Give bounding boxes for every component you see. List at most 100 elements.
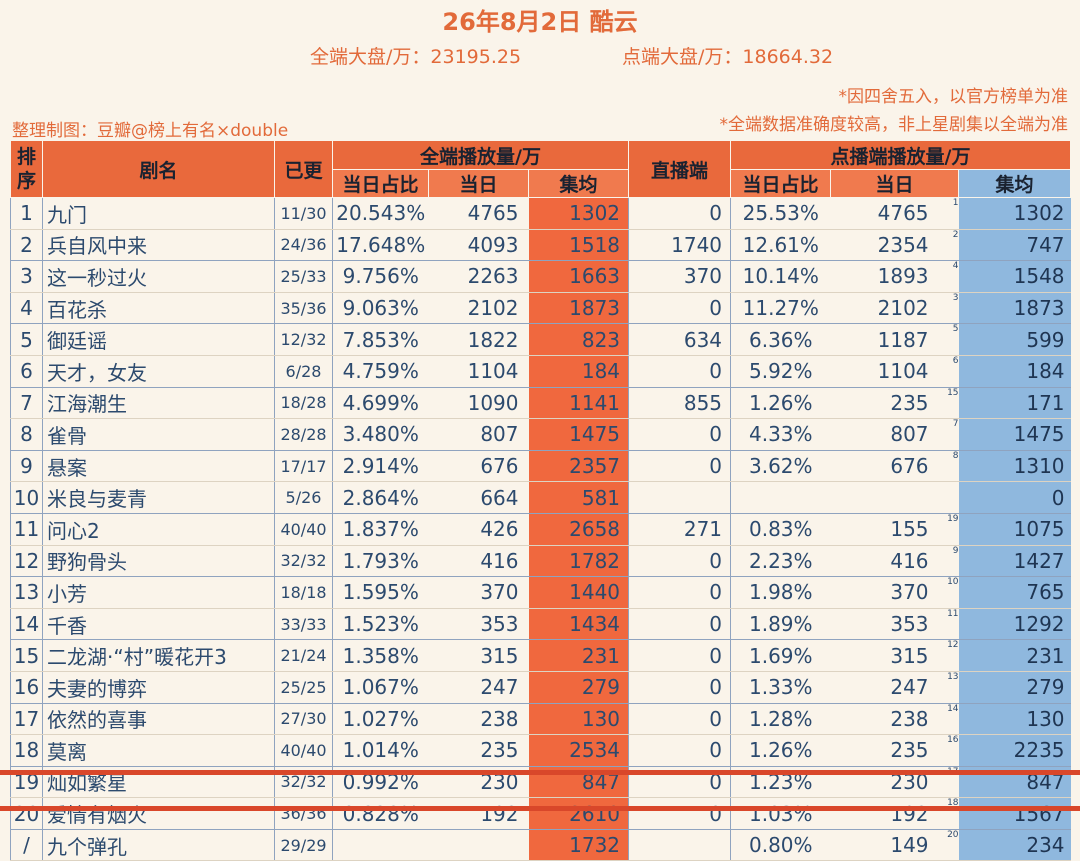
table-row: 11 问心2 40/40 1.837% 426 2658 271 0.83% 155 19 1075	[10, 513, 1071, 546]
drama-name: 野狗骨头	[42, 545, 275, 578]
rank-cell: 16	[10, 671, 43, 704]
rank-cell: 4	[10, 292, 43, 325]
table-row: 16 夫妻的博弈 25/25 1.067% 247 279 0 1.33% 247 13 279	[10, 671, 1071, 704]
rank-cell: 14	[10, 608, 43, 641]
vod-daily-value: 416	[890, 548, 929, 573]
vod-daily-value: 676	[890, 454, 929, 479]
episode-average: 184	[528, 355, 629, 388]
rank-cell: 10	[10, 481, 43, 514]
updated-episodes: 25/33	[274, 260, 333, 293]
vod-daily-value: 155	[890, 517, 929, 542]
vod-episode-average: 184	[958, 355, 1071, 388]
col-ep-avg: 集均	[527, 169, 630, 198]
rank-cell: /	[10, 829, 43, 861]
updated-episodes: 40/40	[274, 513, 333, 546]
daily-share: 20.543%	[332, 197, 429, 230]
vod-daily-views: 676 8	[830, 450, 959, 483]
rounding-note: *因四舍五入，以官方榜单为准	[838, 87, 1069, 107]
vod-daily-value: 1893	[877, 264, 929, 289]
vod-daily-views: 315 12	[830, 639, 959, 672]
vod-daily-views: 155 19	[830, 513, 959, 546]
table-row: 17 依然的喜事 27/30 1.027% 238 130 0 1.28% 238 14 130	[10, 703, 1071, 736]
live-views: 0	[628, 639, 731, 672]
vod-daily-share: 1.69%	[730, 639, 831, 672]
col-name: 剧名	[42, 140, 275, 198]
table-row: 13 小芳 18/18 1.595% 370 1440 0 1.98% 370 10 765	[10, 576, 1071, 609]
vod-rank-marker: 5	[952, 324, 959, 335]
daily-views: 1822	[428, 323, 529, 356]
vod-daily-value: 235	[890, 738, 929, 763]
daily-views: 4093	[428, 229, 529, 262]
vod-rank-marker: 12	[947, 640, 959, 651]
table-row: 6 天才，女友 6/28 4.759% 1104 184 0 5.92% 1104 6 184	[10, 355, 1071, 388]
daily-share: 1.595%	[332, 576, 429, 609]
vod-rank-marker: 15	[947, 387, 959, 398]
daily-views: 676	[428, 450, 529, 483]
drama-name: 依然的喜事	[42, 703, 275, 736]
updated-episodes: 28/28	[274, 418, 333, 451]
daily-share: 1.358%	[332, 639, 429, 672]
vod-episode-average: 279	[958, 671, 1071, 704]
episode-average: 2534	[528, 734, 629, 767]
vod-daily-share: 10.14%	[730, 260, 831, 293]
episode-average: 1440	[528, 576, 629, 609]
live-views: 0	[628, 608, 731, 641]
vod-rank-marker: 6	[952, 355, 959, 366]
page-title: 26年8月2日 酷云	[442, 8, 638, 36]
daily-share: 1.067%	[332, 671, 429, 704]
vod-daily-views: 370 10	[830, 576, 959, 609]
rank-cell: 15	[10, 639, 43, 672]
vod-daily-share: 1.03%	[730, 797, 831, 830]
vod-daily-views: 235 15	[830, 387, 959, 420]
live-views	[628, 829, 731, 861]
daily-share: 1.837%	[332, 513, 429, 546]
vod-rank-marker: 1	[952, 198, 959, 208]
daily-share: 1.523%	[332, 608, 429, 641]
credit-line: 整理制图：豆瓣@榜上有名×double	[12, 121, 289, 141]
daily-share: 2.864%	[332, 481, 429, 514]
col-all-group: 全端播放量/万	[331, 140, 630, 170]
vod-rank-marker: 18	[947, 798, 959, 809]
table-row: 2 兵自风中来 24/36 17.648% 4093 1518 1740 12.61% 2354…	[10, 229, 1071, 262]
daily-share: 1.793%	[332, 545, 429, 578]
col-vod-day: 当日	[830, 169, 960, 198]
vod-daily-views: 353 11	[830, 608, 959, 641]
vod-daily-share: 5.92%	[730, 355, 831, 388]
vod-daily-value	[929, 486, 955, 510]
vod-daily-share: 1.98%	[730, 576, 831, 609]
table-row: 1 九门 11/30 20.543% 4765 1302 0 25.53% 4765 1 1302	[10, 197, 1071, 230]
updated-episodes: 35/36	[274, 292, 333, 325]
col-vod-group: 点播端播放量/万	[730, 140, 1072, 170]
vod-daily-share: 1.89%	[730, 608, 831, 641]
updated-episodes: 11/30	[274, 197, 333, 230]
rank-cell: 3	[10, 260, 43, 293]
vod-daily-value: 315	[890, 643, 929, 668]
vod-episode-average: 231	[958, 639, 1071, 672]
rank-cell: 12	[10, 545, 43, 578]
vod-episode-average: 0	[958, 481, 1071, 514]
episode-average: 231	[528, 639, 629, 672]
vod-daily-views: 1104 6	[830, 355, 959, 388]
drama-name: 这一秒过火	[42, 260, 275, 293]
table-row: 9 悬案 17/17 2.914% 676 2357 0 3.62% 676 8 1310	[10, 450, 1071, 483]
live-views: 855	[628, 387, 731, 420]
accuracy-note: *全端数据准确度较高，非上星剧集以全端为准	[719, 115, 1069, 135]
daily-views: 315	[428, 639, 529, 672]
vod-daily-share: 1.28%	[730, 703, 831, 736]
vod-daily-share: 1.33%	[730, 671, 831, 704]
vod-daily-views: 807 7	[830, 418, 959, 451]
table-row: 5 御廷谣 12/32 7.853% 1822 823 634 6.36% 1187 5 599	[10, 323, 1071, 356]
daily-share: 9.756%	[332, 260, 429, 293]
vod-daily-share: 1.26%	[730, 387, 831, 420]
rank-cell: 6	[10, 355, 43, 388]
vod-daily-share: 2.23%	[730, 545, 831, 578]
daily-share	[332, 829, 429, 861]
daily-views: 247	[428, 671, 529, 704]
episode-average: 1141	[528, 387, 629, 420]
daily-share: 0.828%	[332, 797, 429, 830]
updated-episodes: 18/28	[274, 387, 333, 420]
vod-daily-value: 1104	[877, 359, 929, 384]
rank-cell: 18	[10, 734, 43, 767]
vod-daily-views: 247 13	[830, 671, 959, 704]
drama-name: 悬案	[42, 450, 275, 483]
